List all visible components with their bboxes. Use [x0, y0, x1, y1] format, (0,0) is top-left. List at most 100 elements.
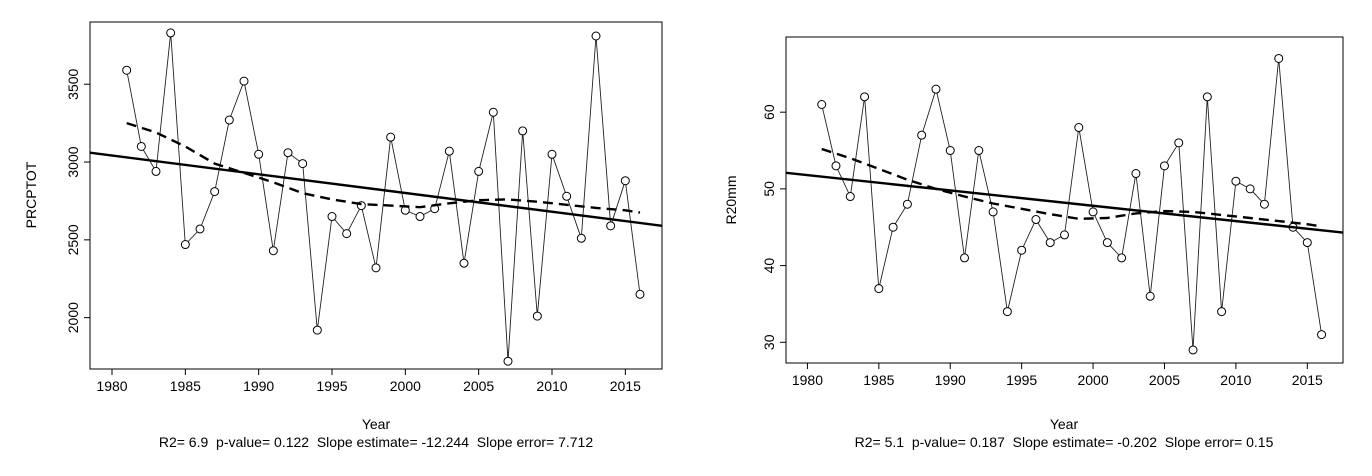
left-data-point [210, 187, 220, 197]
left-x-tick-label: 1990 [243, 378, 274, 394]
right-data-point [945, 146, 955, 156]
right-x-tick-label: 1995 [1006, 372, 1037, 388]
left-data-point [620, 176, 630, 186]
right-data-point [1017, 245, 1027, 255]
left-data-point [444, 146, 454, 156]
left-data-point [254, 149, 264, 159]
left-data-point [415, 212, 425, 222]
right-data-point [902, 199, 912, 209]
left-data-point [180, 240, 190, 250]
right-data-point [1174, 138, 1184, 148]
left-data-point [122, 65, 132, 75]
right-y-tick-label: 30 [761, 334, 777, 350]
left-data-point [635, 289, 645, 299]
left-x-tick-label: 2015 [610, 378, 641, 394]
left-panel: 1980 1985 1990 1995 2000 2005 2010 2015 2000 250… [23, 21, 663, 450]
left-data-point [268, 246, 278, 256]
left-data-point [591, 31, 601, 41]
left-observed-series-line [126, 32, 641, 362]
right-smoothed-trend-line [821, 147, 1322, 228]
right-data-point [888, 222, 898, 232]
left-x-axis: 1980 1985 1990 1995 2000 2005 2010 2015 [96, 369, 641, 394]
left-data-point [166, 28, 176, 38]
right-data-point [1302, 238, 1312, 248]
left-data-point [239, 76, 249, 86]
right-panel: 1980 1985 1990 1995 2000 2005 2010 2015 30 40 50 6… [723, 36, 1344, 450]
right-data-point [831, 161, 841, 171]
right-y-tick-label: 40 [761, 258, 777, 274]
left-data-point [327, 212, 337, 222]
left-data-point [518, 126, 528, 136]
right-data-point [1088, 207, 1098, 217]
right-x-tick-label: 1990 [935, 372, 966, 388]
left-data-point [532, 311, 542, 321]
left-plot-frame [89, 21, 663, 370]
right-data-point [1060, 230, 1069, 240]
right-data-point [1259, 199, 1269, 209]
right-data-point [860, 92, 870, 102]
left-marks [89, 28, 663, 366]
right-data-point [1202, 92, 1212, 102]
left-data-point [371, 263, 381, 273]
left-data-point [386, 132, 396, 142]
left-data-point [312, 325, 322, 335]
left-data-point [151, 166, 161, 176]
left-y-axis: 2000 2500 3000 3500 [65, 68, 90, 333]
right-x-tick-label: 2010 [1220, 372, 1251, 388]
left-data-point [488, 107, 498, 117]
right-x-axis: 1980 1985 1990 1995 2000 2005 2010 2015 [792, 363, 1323, 388]
right-data-point [1117, 253, 1127, 263]
right-data-point [1245, 184, 1255, 194]
right-data-point [1317, 330, 1327, 340]
left-data-point [283, 148, 293, 158]
left-data-point [562, 191, 572, 201]
left-smoothed-trend-line [126, 121, 641, 214]
right-data-point [845, 192, 855, 202]
right-stats-caption: R2= 5.1 p-value= 0.187 Slope estimate= -… [855, 434, 1274, 450]
left-data-point [576, 233, 586, 243]
right-data-point [960, 253, 970, 263]
right-data-point [1188, 345, 1198, 355]
right-data-point [1217, 307, 1227, 317]
left-data-point [195, 224, 205, 234]
right-data-point [974, 146, 984, 156]
left-y-tick-label: 2500 [65, 224, 81, 255]
left-y-axis-label: PRCPTOT [23, 161, 39, 228]
right-data-point [1031, 215, 1041, 225]
left-data-point [459, 258, 469, 268]
right-data-point [1002, 307, 1012, 317]
left-x-tick-label: 1995 [316, 378, 347, 394]
right-data-point [1274, 53, 1284, 63]
right-x-axis-label: Year [1050, 416, 1079, 432]
left-data-point [503, 356, 513, 366]
left-y-tick-label: 2000 [65, 302, 81, 333]
right-x-tick-label: 2015 [1292, 372, 1323, 388]
right-y-tick-label: 60 [761, 104, 777, 120]
left-y-tick-label: 3500 [65, 68, 81, 99]
left-x-tick-label: 1985 [170, 378, 201, 394]
right-data-point [931, 84, 941, 94]
left-x-axis-label: Year [362, 416, 391, 432]
right-y-axis-label: R20mm [723, 175, 739, 224]
left-data-point [606, 221, 616, 231]
right-data-point [988, 207, 998, 217]
left-data-point [474, 166, 484, 176]
left-data-point [136, 141, 146, 151]
right-data-point [1102, 238, 1112, 248]
right-data-point [917, 130, 927, 140]
right-y-axis: 30 40 50 60 [761, 104, 786, 350]
right-plot-frame [785, 36, 1344, 364]
right-data-point [1131, 169, 1141, 179]
left-data-point [547, 149, 557, 159]
left-data-point [342, 229, 352, 239]
right-data-point [1045, 238, 1055, 248]
right-data-point [874, 284, 884, 294]
left-x-tick-label: 2000 [390, 378, 421, 394]
left-data-point [224, 115, 234, 125]
right-x-tick-label: 2000 [1077, 372, 1108, 388]
left-x-tick-label: 2010 [536, 378, 567, 394]
left-x-tick-label: 2005 [463, 378, 494, 394]
left-linear-trend-line [89, 151, 663, 227]
left-stats-caption: R2= 6.9 p-value= 0.122 Slope estimate= -… [159, 434, 594, 450]
